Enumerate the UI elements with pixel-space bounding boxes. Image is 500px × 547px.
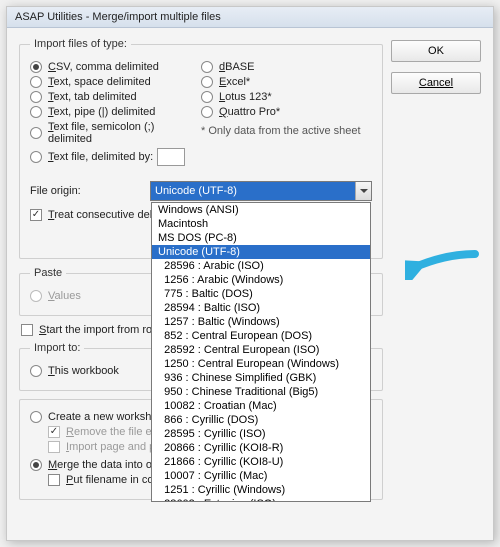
dropdown-item[interactable]: 28592 : Central European (ISO) — [152, 343, 370, 357]
file-type-radio[interactable]: Excel* — [201, 76, 372, 88]
file-type-radio[interactable]: Text, pipe (|) delimited — [30, 106, 201, 118]
radio-icon — [30, 459, 42, 471]
dropdown-item[interactable]: 10082 : Croatian (Mac) — [152, 399, 370, 413]
radio-icon — [30, 76, 42, 88]
main-column: Import files of type: CSV, comma delimit… — [19, 38, 383, 530]
file-type-radio[interactable]: CSV, comma delimited — [30, 61, 201, 73]
group-import-type: Import files of type: CSV, comma delimit… — [19, 38, 383, 259]
dropdown-item[interactable]: 28603 : Estonian (ISO) — [152, 497, 370, 502]
dropdown-item[interactable]: Windows (ANSI) — [152, 203, 370, 217]
dropdown-item[interactable]: 950 : Chinese Traditional (Big5) — [152, 385, 370, 399]
checkbox-icon — [48, 441, 60, 453]
radio-icon — [30, 106, 42, 118]
file-origin-selected: Unicode (UTF-8) — [151, 182, 355, 200]
file-type-right-col: dBASE Excel* Lotus 123* Quattro Pro* * Only … — [201, 58, 372, 169]
radio-icon — [30, 151, 42, 163]
radio-icon — [201, 106, 213, 118]
file-origin-dropdown[interactable]: Windows (ANSI)MacintoshMS DOS (PC-8)Unic… — [151, 202, 371, 502]
radio-icon — [201, 91, 213, 103]
group-paste-legend: Paste — [30, 267, 66, 279]
chevron-down-icon[interactable] — [355, 182, 371, 200]
dropdown-item[interactable]: 1251 : Cyrillic (Windows) — [152, 483, 370, 497]
file-type-radio[interactable]: Text, space delimited — [30, 76, 201, 88]
dropdown-item[interactable]: 10007 : Cyrillic (Mac) — [152, 469, 370, 483]
radio-icon — [201, 76, 213, 88]
radio-icon — [30, 127, 42, 139]
file-origin-combo[interactable]: Unicode (UTF-8) Windows (ANSI)MacintoshM… — [150, 181, 372, 201]
dialog-window: ASAP Utilities - Merge/import multiple f… — [6, 6, 494, 541]
dropdown-item[interactable]: 28594 : Baltic (ISO) — [152, 301, 370, 315]
dropdown-item[interactable]: 1256 : Arabic (Windows) — [152, 273, 370, 287]
dropdown-item[interactable]: 775 : Baltic (DOS) — [152, 287, 370, 301]
dropdown-item[interactable]: Unicode (UTF-8) — [152, 245, 370, 259]
dropdown-item[interactable]: Macintosh — [152, 217, 370, 231]
checkbox-icon — [48, 474, 60, 486]
group-import-legend: Import files of type: — [30, 38, 131, 50]
radio-icon — [30, 411, 42, 423]
radio-icon — [30, 91, 42, 103]
file-type-radio[interactable]: Text file, delimited by: — [30, 148, 201, 166]
file-type-radio[interactable]: Quattro Pro* — [201, 106, 372, 118]
dropdown-item[interactable]: 1250 : Central European (Windows) — [152, 357, 370, 371]
dropdown-item[interactable]: 1257 : Baltic (Windows) — [152, 315, 370, 329]
dropdown-item[interactable]: 866 : Cyrillic (DOS) — [152, 413, 370, 427]
group-import-to-legend: Import to: — [30, 342, 84, 354]
ok-button[interactable]: OK — [391, 40, 481, 62]
file-type-radio[interactable]: Lotus 123* — [201, 91, 372, 103]
dropdown-item[interactable]: 936 : Chinese Simplified (GBK) — [152, 371, 370, 385]
checkbox-icon — [21, 324, 33, 336]
radio-icon — [201, 61, 213, 73]
checkbox-icon — [30, 209, 42, 221]
dialog-body: OK Cancel Import files of type: CSV, com… — [7, 28, 493, 540]
dropdown-item[interactable]: 21866 : Cyrillic (KOI8-U) — [152, 455, 370, 469]
dropdown-item[interactable]: 852 : Central European (DOS) — [152, 329, 370, 343]
checkbox-icon — [48, 426, 60, 438]
callout-arrow-icon — [405, 250, 479, 280]
file-type-radio[interactable]: dBASE — [201, 61, 372, 73]
file-type-radio[interactable]: Text, tab delimited — [30, 91, 201, 103]
radio-icon — [30, 61, 42, 73]
dropdown-item[interactable]: 28595 : Cyrillic (ISO) — [152, 427, 370, 441]
dropdown-item[interactable]: 20866 : Cyrillic (KOI8-R) — [152, 441, 370, 455]
dropdown-item[interactable]: MS DOS (PC-8) — [152, 231, 370, 245]
button-column: OK Cancel — [391, 40, 481, 104]
file-type-radio[interactable]: Text file, semicolon (;) delimited — [30, 121, 201, 145]
cancel-button[interactable]: Cancel — [391, 72, 481, 94]
radio-icon — [30, 290, 42, 302]
custom-delim-input[interactable] — [157, 148, 185, 166]
dropdown-item[interactable]: 28596 : Arabic (ISO) — [152, 259, 370, 273]
active-sheet-note: * Only data from the active sheet — [201, 124, 372, 138]
file-origin-label: File origin: — [30, 185, 150, 197]
file-type-left-col: CSV, comma delimited Text, space delimite… — [30, 58, 201, 169]
radio-icon — [30, 365, 42, 377]
window-title: ASAP Utilities - Merge/import multiple f… — [15, 11, 221, 23]
titlebar: ASAP Utilities - Merge/import multiple f… — [7, 7, 493, 28]
